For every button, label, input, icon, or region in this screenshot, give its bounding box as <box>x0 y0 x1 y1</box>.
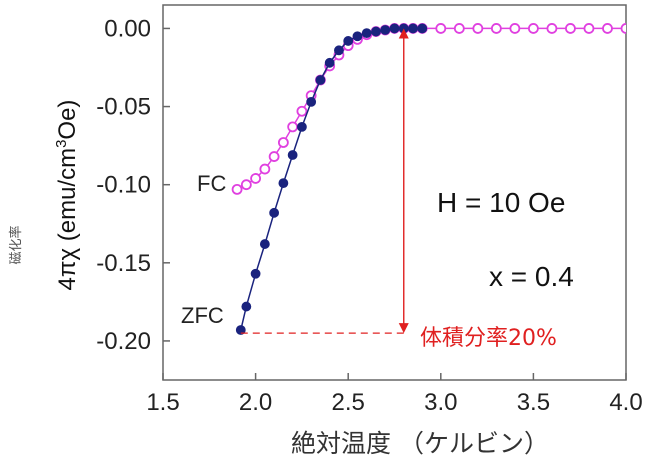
fc-data-point <box>565 23 576 34</box>
zfc-data-point <box>361 28 372 39</box>
zfc-data-point <box>352 31 363 42</box>
x-tick-label: 2.0 <box>239 389 272 416</box>
fc-series-label: FC <box>197 171 226 196</box>
x-tick-label: 3.5 <box>517 389 550 416</box>
fc-data-point <box>240 179 252 191</box>
zfc-data-point <box>259 239 270 249</box>
fc-data-point <box>435 23 447 34</box>
fc-data-point <box>268 151 280 162</box>
zfc-data-point <box>371 26 381 37</box>
y-tick-label: -0.20 <box>96 328 151 355</box>
fc-data-point <box>296 105 308 117</box>
arrow-head-down <box>398 323 409 334</box>
zfc-data-point <box>408 23 418 34</box>
x-axis-title: 絶対温度 （ケルビン） <box>291 429 549 458</box>
x-tick-label: 3.0 <box>424 389 457 416</box>
fc-data-point <box>472 23 484 34</box>
zfc-data-point <box>324 57 335 68</box>
ticks: 1.5 2.0 2.5 3.0 3.5 4.0 0.00 -0.05 -0.10 -0.15 -0.… <box>96 15 642 416</box>
zfc-data-point <box>334 45 344 56</box>
y-axis-title-sup: 3 <box>53 140 70 148</box>
zfc-data-point <box>389 23 400 34</box>
y-tick-label: -0.10 <box>96 172 151 199</box>
doping-annotation: x = 0.4 <box>489 261 574 292</box>
zfc-data-point <box>417 23 428 34</box>
zfc-data-point <box>241 301 252 312</box>
annotation-lines <box>240 28 409 334</box>
fc-data-point <box>287 121 299 133</box>
zfc-series-line <box>240 27 423 331</box>
fc-data-point <box>620 23 626 34</box>
zfc-data-point <box>306 96 317 107</box>
arrow-head-up <box>398 28 409 39</box>
y-axis-title-suffix: Oe) <box>54 100 81 140</box>
field-annotation: H = 10 Oe <box>437 187 565 218</box>
y-tick-label: 0.00 <box>104 15 151 42</box>
zfc-data-point <box>343 36 354 46</box>
fc-data-point <box>453 23 465 34</box>
fc-series-line <box>236 27 626 191</box>
zfc-data-point <box>380 25 391 35</box>
fc-data-point <box>528 23 539 34</box>
fc-data-point <box>546 23 558 34</box>
zfc-data-point <box>278 178 289 189</box>
zfc-data-point <box>250 268 261 279</box>
fc-data-point <box>277 137 289 148</box>
plot-frame <box>162 4 627 381</box>
y-axis-title-prefix: 4πχ (emu/cm <box>54 148 81 291</box>
volume-fraction-annotation: 体積分率20% <box>420 326 557 351</box>
y-axis-title: 4πχ (emu/cm3Oe) <box>53 100 81 291</box>
fc-data-point <box>509 23 521 34</box>
x-tick-label: 4.0 <box>609 389 642 416</box>
zfc-data-point <box>287 150 298 160</box>
zfc-data-point <box>296 121 307 132</box>
fc-data-point <box>250 173 262 184</box>
y-tick-label: -0.05 <box>96 94 151 121</box>
fc-data-point <box>231 183 243 195</box>
zfc-data-point <box>269 207 280 218</box>
y-axis-title-jp: 磁化率 <box>8 225 24 264</box>
fc-data-point <box>602 23 613 34</box>
fc-data-point <box>490 23 502 34</box>
x-tick-label: 1.5 <box>146 389 179 416</box>
zfc-data-point <box>235 325 246 335</box>
x-tick-label: 2.5 <box>332 389 365 416</box>
y-tick-label: -0.15 <box>96 250 151 277</box>
fc-data-point <box>259 163 271 175</box>
fc-data-point <box>583 23 595 34</box>
zfc-data-point <box>315 75 326 85</box>
series <box>231 23 626 335</box>
zfc-series-label: ZFC <box>181 303 224 328</box>
